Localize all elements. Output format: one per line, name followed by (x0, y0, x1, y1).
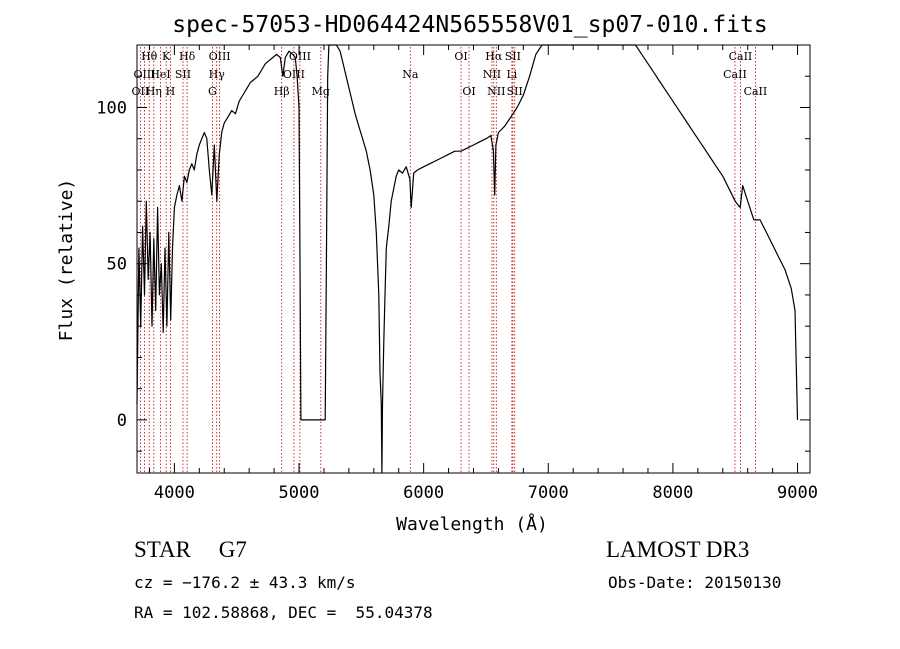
x-tick-label: 6000 (403, 483, 444, 503)
chart-title: spec-57053-HD064424N565558V01_sp07-010.f… (172, 12, 767, 38)
spectral-line-labels: Hθ OII OIII K HeI Hη SII H Hδ OIII Hγ G OIII OIII Hβ Mg… (132, 50, 768, 98)
marker-label: CaII (723, 68, 747, 81)
spectral-line-markers (139, 47, 756, 473)
observation-date: Obs-Date: 20150130 (608, 573, 782, 592)
marker-label: OI (454, 50, 467, 63)
marker-label: K (162, 50, 171, 63)
marker-label: Hη (146, 85, 162, 98)
marker-label: SII (505, 50, 521, 63)
marker-label: SII (175, 68, 191, 81)
marker-label: OIII (209, 50, 231, 63)
y-tick-label: 0 (117, 411, 127, 431)
y-axis-label: Flux (relative) (56, 179, 77, 342)
sky-coordinates: RA = 102.58868, DEC = 55.04378 (134, 603, 433, 622)
marker-label: HeI (150, 68, 170, 81)
axis-ticks (137, 44, 810, 473)
marker-label: Na (402, 68, 419, 81)
object-class: STAR (134, 537, 191, 562)
marker-label: Hδ (179, 50, 196, 63)
x-tick-label: 8000 (652, 483, 693, 503)
marker-label: NII (487, 85, 505, 98)
marker-label: SII (507, 85, 523, 98)
marker-label: OII (132, 85, 150, 98)
y-axis-tick-labels: 0 50 100 (96, 98, 127, 430)
survey-name: LAMOST DR3 (606, 537, 750, 562)
marker-label: Hβ (274, 85, 290, 98)
marker-label: CaII (744, 85, 768, 98)
plot-frame (136, 44, 811, 474)
redshift-velocity: cz = −176.2 ± 43.3 km/s (134, 573, 356, 592)
x-axis-tick-labels: 4000 5000 6000 7000 8000 9000 (154, 483, 818, 503)
marker-label: Hγ (209, 68, 226, 81)
marker-label: CaII (729, 50, 753, 63)
x-tick-label: 9000 (777, 483, 818, 503)
y-tick-label: 100 (96, 98, 127, 118)
marker-label: OIII (133, 68, 155, 81)
x-tick-label: 5000 (279, 483, 320, 503)
classification: STAR G7 (134, 537, 247, 563)
x-tick-label: 4000 (154, 483, 195, 503)
marker-label: Hθ (141, 50, 158, 63)
marker-label: NII (483, 68, 501, 81)
marker-label: G (208, 85, 217, 98)
marker-label: OIII (289, 50, 311, 63)
marker-label: OIII (283, 68, 305, 81)
x-tick-label: 7000 (528, 483, 569, 503)
marker-label: Li (506, 68, 517, 81)
y-tick-label: 50 (107, 255, 127, 275)
marker-label: H (166, 85, 176, 98)
spectral-subclass: G7 (218, 537, 247, 562)
x-axis-label: Wavelength (Å) (396, 513, 548, 535)
marker-label: OI (462, 85, 475, 98)
marker-label: Mg (312, 85, 330, 98)
spectrum-line (136, 44, 799, 474)
marker-label: Hα (485, 50, 503, 63)
